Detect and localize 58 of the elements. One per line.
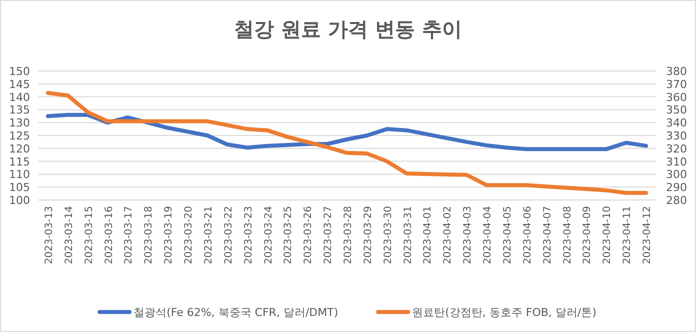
x-tick-label: 2023-04-06 [522, 206, 534, 264]
x-tick-label: 2023-04-09 [582, 206, 594, 264]
x-tick-label: 2023-03-27 [323, 206, 334, 264]
y-tick-label: 150 [9, 65, 30, 78]
x-tick-label: 2023-03-16 [104, 206, 115, 264]
y2-tick-label: 280 [666, 194, 687, 207]
title: 철강 원료 가격 변동 추이 [234, 17, 462, 41]
x-tick-label: 2023-03-28 [343, 206, 354, 264]
y2-tick-label: 330 [666, 130, 687, 142]
x-tick-label: 2023-03-23 [243, 206, 254, 264]
y-tick-label: 100 [9, 194, 30, 207]
x-tick-label: 2023-03-26 [303, 206, 314, 264]
legend-label: 원료탄(강점탄, 동호주 FOB, 달러/톤) [412, 306, 596, 319]
x-tick-label: 2023-03-14 [64, 206, 75, 264]
line-series [46, 112, 648, 152]
x-tick-label: 2023-03-25 [283, 206, 294, 264]
y-tick-label: 125 [9, 130, 30, 142]
x-tick-label: 2023-04-07 [542, 206, 554, 264]
x-tick-label: 2023-03-24 [263, 206, 274, 264]
y-tick-label: 120 [9, 142, 30, 156]
x-tick-label: 2023-04-05 [502, 206, 514, 264]
x-tick-label: 2023-03-29 [362, 206, 374, 264]
x-tick-label: 2023-04-11 [622, 206, 634, 264]
x-tick-label: 2023-04-02 [442, 206, 454, 264]
y-tick-label: 140 [9, 90, 30, 104]
x-tick-label: 2023-03-18 [144, 206, 155, 264]
x-tick-label: 2023-03-19 [164, 206, 175, 264]
y2-tick-label: 340 [666, 116, 687, 130]
y2-tick-label: 370 [666, 78, 687, 91]
y2-tick-label: 360 [666, 90, 687, 104]
y-tick-label: 115 [9, 155, 30, 168]
x-tick-label: 2023-04-12 [642, 206, 654, 264]
x-tick-label: 2023-04-01 [422, 206, 434, 264]
line-series [46, 90, 648, 195]
x-tick-label: 2023-03-13 [44, 206, 55, 264]
x-tick-label: 2023-04-03 [462, 206, 474, 264]
x-tick-label: 2023-03-21 [203, 206, 214, 264]
x-tick-label: 2023-03-17 [124, 206, 135, 264]
x-tick-label: 2023-03-20 [184, 206, 195, 264]
x-tick-label: 2023-03-30 [382, 206, 394, 264]
y2-tick-label: 380 [666, 65, 687, 78]
x-tick-label: 2023-04-08 [562, 206, 574, 264]
legend-label: 철광석(Fe 62%, 북중국 CFR, 달러/DMT) [134, 306, 338, 319]
y-tick-label: 130 [9, 116, 30, 130]
y-tick-label: 110 [9, 168, 30, 182]
x-tick-label: 2023-04-04 [482, 206, 494, 264]
y2-tick-label: 310 [666, 155, 687, 168]
y2-tick-label: 300 [666, 168, 687, 182]
x-tick-label: 2023-04-10 [602, 206, 614, 264]
y-tick-label: 135 [9, 104, 30, 117]
x-tick-label: 2023-03-15 [84, 206, 95, 264]
y2-tick-label: 350 [666, 104, 687, 117]
y-tick-label: 145 [9, 78, 30, 91]
y-tick-label: 105 [9, 181, 30, 194]
x-tick-label: 2023-03-31 [402, 206, 414, 264]
x-tick-label: 2023-03-22 [223, 206, 234, 264]
y2-tick-label: 320 [666, 142, 687, 156]
y2-tick-label: 290 [666, 181, 687, 194]
